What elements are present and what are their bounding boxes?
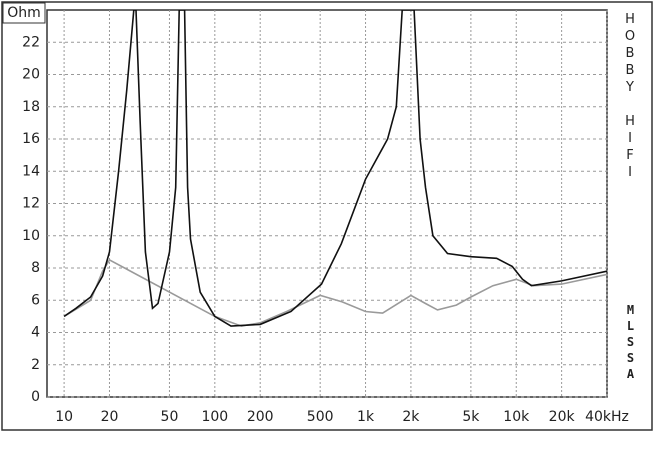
y-axis-label: Ohm bbox=[7, 5, 41, 21]
x-tick-label: 2k bbox=[402, 409, 420, 425]
y-tick-label: 2 bbox=[31, 357, 40, 373]
y-tick-label: 6 bbox=[31, 292, 40, 308]
x-tick-label: 1k bbox=[357, 409, 375, 425]
y-tick-label: 20 bbox=[22, 67, 40, 83]
x-tick-label: 100 bbox=[201, 409, 228, 425]
x-tick-label: 40kHz bbox=[585, 409, 629, 425]
y-tick-label: 8 bbox=[31, 260, 40, 276]
plot-area: 0 2 4 6 8 10 12 14 16 18 20 22 10 20 50 100 200 500 1k 2k 5k… bbox=[22, 9, 629, 425]
side-label: MLSSA bbox=[624, 303, 638, 383]
y-tick-label: 14 bbox=[22, 163, 40, 179]
x-tick-label: 500 bbox=[307, 409, 334, 425]
x-tick-label: 10 bbox=[55, 409, 73, 425]
y-tick-label: 22 bbox=[22, 34, 40, 50]
impedance-line bbox=[63, 10, 607, 327]
y-tick-label: 10 bbox=[22, 228, 40, 244]
y-tick-label: 0 bbox=[31, 389, 40, 405]
unit-box bbox=[2, 2, 46, 24]
plot-frame bbox=[46, 9, 608, 398]
side-label: HOBBY HIFI bbox=[623, 12, 638, 182]
x-tick-label: 20k bbox=[549, 409, 576, 425]
x-tick-label: 20 bbox=[101, 409, 119, 425]
x-tick-label: 50 bbox=[161, 409, 179, 425]
y-tick-label: 16 bbox=[22, 131, 40, 147]
y-tick-label: 18 bbox=[22, 99, 40, 115]
x-tick-label: 5k bbox=[462, 409, 480, 425]
x-tick-label: 10k bbox=[503, 409, 530, 425]
x-tick-label: 200 bbox=[247, 409, 274, 425]
y-tick-label: 4 bbox=[31, 325, 40, 341]
y-tick-label: 12 bbox=[22, 196, 40, 212]
